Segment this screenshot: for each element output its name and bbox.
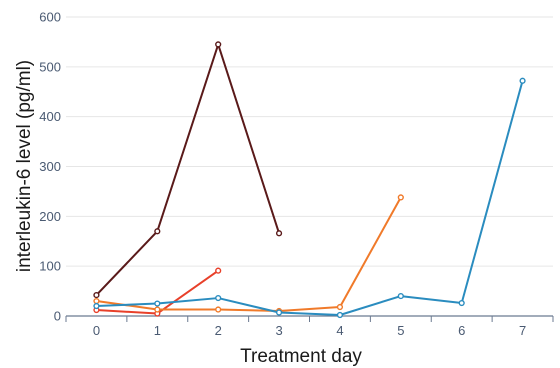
y-tick-label: 600 xyxy=(39,10,61,25)
data-point xyxy=(93,302,100,310)
data-point xyxy=(336,303,344,311)
y-tick-label: 500 xyxy=(39,59,61,74)
x-tick-label: 2 xyxy=(215,323,222,338)
y-tick-label: 400 xyxy=(39,109,61,124)
data-point xyxy=(336,311,344,319)
data-point xyxy=(458,299,465,307)
data-point xyxy=(154,306,161,313)
axis-labels: Treatment day interleukin-6 level (pg/ml… xyxy=(14,60,362,367)
series-4 xyxy=(93,77,526,319)
data-point xyxy=(93,297,100,305)
series-line xyxy=(95,43,281,297)
data-point xyxy=(215,41,222,48)
y-tick-label: 0 xyxy=(54,309,61,324)
x-tick-label: 7 xyxy=(519,323,526,338)
x-tick-label: 4 xyxy=(336,323,343,338)
axes: 0 100 200 300 400 500 600 0 1 2 3 4 5 6 7 xyxy=(39,10,554,338)
y-tick-label: 200 xyxy=(39,209,61,224)
x-tick-label: 0 xyxy=(93,323,100,338)
series-line xyxy=(95,196,402,313)
x-tick-label: 6 xyxy=(458,323,465,338)
y-tick-label: 100 xyxy=(39,259,61,274)
data-point xyxy=(215,294,222,302)
data-point xyxy=(154,228,161,235)
y-axis-title: interleukin-6 level (pg/ml) xyxy=(14,60,35,272)
data-point xyxy=(397,292,404,300)
series-3 xyxy=(93,194,404,315)
data-point xyxy=(215,306,222,313)
data-point xyxy=(275,309,283,316)
data-point xyxy=(275,230,283,237)
x-tick-label: 3 xyxy=(275,323,282,338)
x-axis-title: Treatment day xyxy=(240,346,362,367)
data-point xyxy=(215,267,222,274)
data-point xyxy=(397,194,404,201)
series-line xyxy=(95,79,524,316)
data-point xyxy=(519,77,526,84)
data-series xyxy=(93,41,526,319)
series-1 xyxy=(93,41,283,299)
x-tick-label: 1 xyxy=(154,323,161,338)
gridlines xyxy=(66,16,553,267)
data-point xyxy=(93,291,100,299)
data-point xyxy=(154,300,161,307)
y-tick-label: 300 xyxy=(39,159,61,174)
x-tick-label: 5 xyxy=(397,323,404,338)
